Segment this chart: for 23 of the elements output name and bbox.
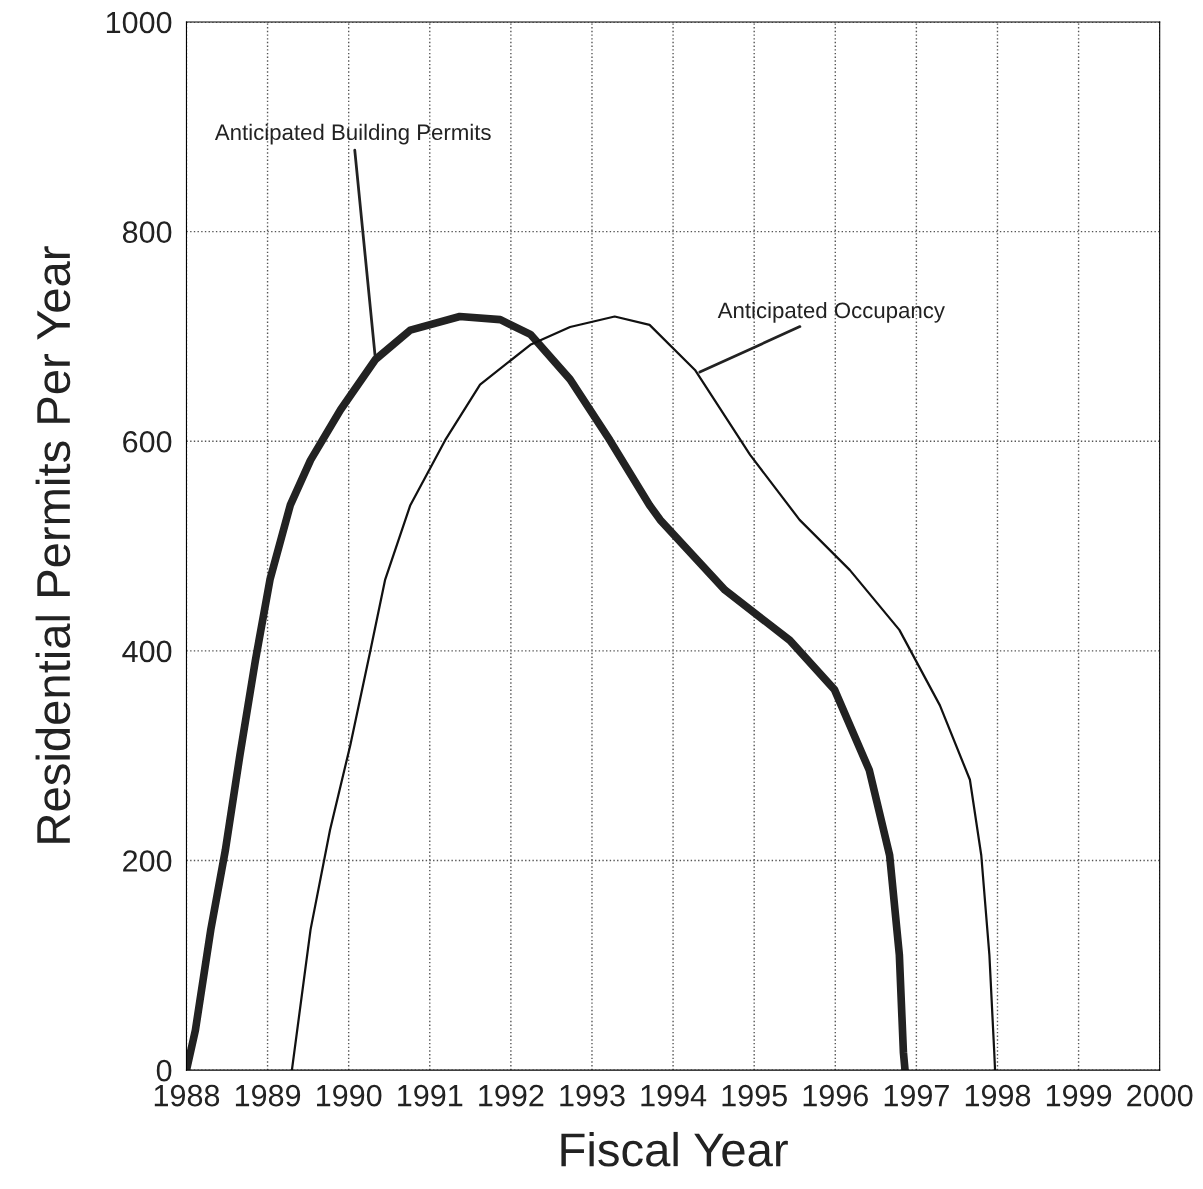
x-tick-label: 1999 xyxy=(1046,1084,1112,1107)
x-tick-label: 1998 xyxy=(965,1084,1031,1107)
x-tick-label: 1992 xyxy=(479,1084,544,1107)
x-tick-label: 1994 xyxy=(641,1084,707,1107)
annotation: Anticipated Occupancy xyxy=(717,301,945,323)
y-tick-label: 200 xyxy=(123,850,172,872)
y-tick-label: 400 xyxy=(122,640,172,663)
x-tick-label: 1991 xyxy=(398,1084,463,1107)
y-tick-label: 600 xyxy=(123,430,172,453)
x-tick-label: 1990 xyxy=(317,1084,382,1107)
y-axis-title: Residential Permits Per Year xyxy=(35,246,71,843)
x-tick-label: 1995 xyxy=(722,1084,787,1107)
y-tick-label: 1000 xyxy=(106,11,172,34)
x-tick-label: 1988 xyxy=(154,1084,220,1107)
x-tick-label: 1997 xyxy=(884,1084,949,1107)
y-tick-label: 0 xyxy=(156,1059,172,1082)
x-axis-title: Fiscal Year xyxy=(561,1131,788,1167)
y-tick-label: 800 xyxy=(122,221,172,243)
annotation: Anticipated Building Permits xyxy=(214,123,491,145)
x-tick-label: 1993 xyxy=(560,1084,625,1107)
x-tick-label: 2000 xyxy=(1127,1084,1193,1107)
x-tick-label: 1996 xyxy=(803,1084,868,1107)
x-tick-label: 1989 xyxy=(235,1084,301,1107)
